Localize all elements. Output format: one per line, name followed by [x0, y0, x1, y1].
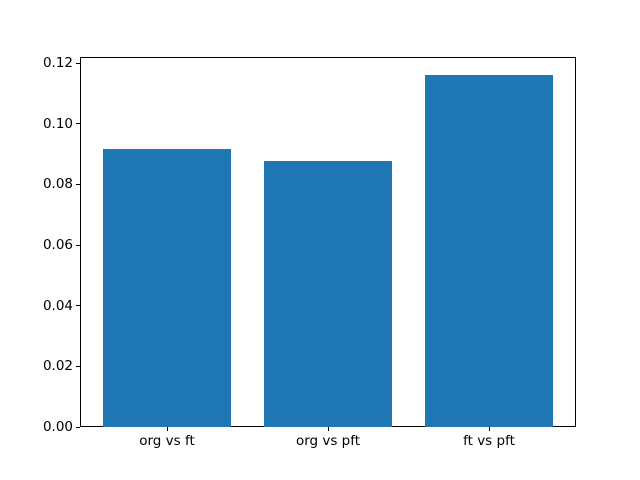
y-tick-label: 0.06 [42, 237, 73, 253]
x-tick-mark [488, 427, 490, 431]
x-tick-mark [327, 427, 329, 431]
y-tick-label: 0.08 [42, 176, 73, 193]
y-tick-label: 0.00 [42, 419, 73, 435]
y-tick-mark [76, 183, 80, 185]
y-tick-label: 0.04 [42, 297, 73, 314]
y-tick-label: 0.12 [42, 55, 73, 72]
bar-org-vs-ft [102, 148, 232, 427]
y-tick-mark [76, 123, 80, 125]
x-tick-label: ft vs pft [463, 433, 515, 449]
y-tick-label: 0.02 [42, 358, 73, 375]
y-tick-label: 0.10 [42, 115, 73, 132]
x-tick-label: org vs ft [139, 433, 195, 449]
y-tick-mark [76, 305, 80, 307]
x-tick-mark [166, 427, 168, 431]
bar-ft-vs-pft [424, 75, 554, 427]
y-tick-mark [76, 426, 80, 428]
y-tick-mark [76, 62, 80, 64]
y-tick-mark [76, 365, 80, 367]
x-tick-label: org vs pft [295, 433, 361, 449]
y-tick-mark [76, 244, 80, 246]
bar-org-vs-pft [263, 161, 393, 427]
